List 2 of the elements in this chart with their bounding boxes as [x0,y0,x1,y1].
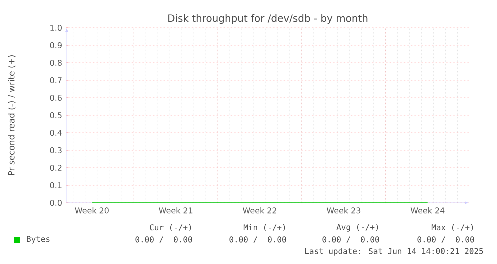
y-axis-title: Pr second read (-) / write (+) [8,56,16,176]
chart-title: Disk throughput for /dev/sdb - by month [168,14,368,24]
